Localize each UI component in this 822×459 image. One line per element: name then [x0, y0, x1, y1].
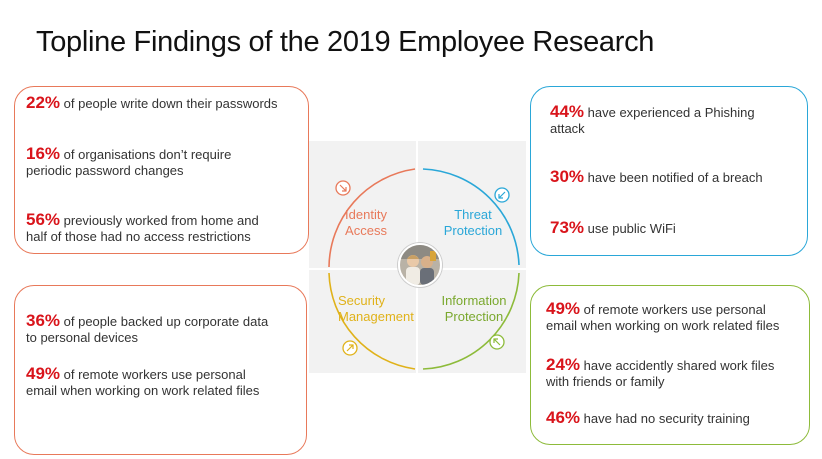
stat-item: 16% of organisations don’t require perio… [26, 144, 232, 179]
stat-percent: 16% [26, 144, 61, 163]
stat-text: previously worked from home and [60, 213, 259, 228]
stat-text: have experienced a Phishing [584, 105, 755, 120]
stat-percent: 49% [546, 299, 581, 318]
stat-percent: 73% [550, 218, 585, 237]
stat-text-line2: periodic password changes [26, 163, 184, 178]
stat-item: 46% have had no security training [546, 408, 750, 427]
security-arc [328, 272, 416, 370]
stat-item: 73% use public WiFi [550, 218, 676, 237]
threat-arc [422, 168, 520, 266]
stat-percent: 22% [26, 93, 61, 112]
information-arrow-icon [489, 334, 505, 350]
stat-text-line2: email when working on work related files [546, 318, 780, 333]
stat-text: of remote workers use personal [60, 367, 246, 382]
stat-text: have had no security training [580, 411, 750, 426]
security-findings-box [14, 285, 307, 455]
identity-findings-box [14, 86, 309, 254]
stat-percent: 24% [546, 355, 581, 374]
stat-percent: 46% [546, 408, 581, 427]
stat-text-line2: to personal devices [26, 330, 139, 345]
identity-arc [328, 168, 416, 268]
identity-arrow-icon [335, 180, 351, 196]
stat-text: of people backed up corporate data [60, 314, 269, 329]
stat-percent: 36% [26, 311, 61, 330]
stat-text: use public WiFi [584, 221, 676, 236]
threat-arrow-icon [494, 187, 510, 203]
people-photo-icon [398, 243, 442, 287]
stat-item: 49% of remote workers use personal email… [546, 299, 780, 334]
information-protection-label: Information Protection [441, 293, 507, 324]
stat-text: of remote workers use personal [580, 302, 766, 317]
stat-text: of organisations don’t require [60, 147, 232, 162]
stat-item: 44% have experienced a Phishing attack [550, 102, 755, 137]
stat-text-line2: attack [550, 121, 585, 136]
stat-item: 56% previously worked from home and half… [26, 210, 259, 245]
stat-item: 24% have accidently shared work files wi… [546, 355, 775, 390]
security-arrow-icon [342, 340, 358, 356]
page-title: Topline Findings of the 2019 Employee Re… [36, 26, 655, 58]
stat-text: have been notified of a breach [584, 170, 763, 185]
security-management-label: Security Management [338, 293, 414, 324]
stat-text: have accidently shared work files [580, 358, 775, 373]
stat-item: 30% have been notified of a breach [550, 167, 763, 186]
stat-text-line2: with friends or family [546, 374, 665, 389]
stat-text: of people write down their passwords [60, 96, 278, 111]
stat-text-line2: email when working on work related files [26, 383, 260, 398]
stat-item: 49% of remote workers use personal email… [26, 364, 260, 399]
threat-findings-box [530, 86, 808, 256]
identity-access-label: Identity Access [345, 207, 387, 238]
stat-percent: 44% [550, 102, 585, 121]
stat-percent: 30% [550, 167, 585, 186]
stat-item: 36% of people backed up corporate data t… [26, 311, 269, 346]
information-findings-box [530, 285, 810, 445]
stat-text-line2: half of those had no access restrictions [26, 229, 251, 244]
threat-protection-label: Threat Protection [443, 207, 503, 238]
stat-percent: 56% [26, 210, 61, 229]
stat-percent: 49% [26, 364, 61, 383]
stat-item: 22% of people write down their passwords [26, 93, 278, 112]
